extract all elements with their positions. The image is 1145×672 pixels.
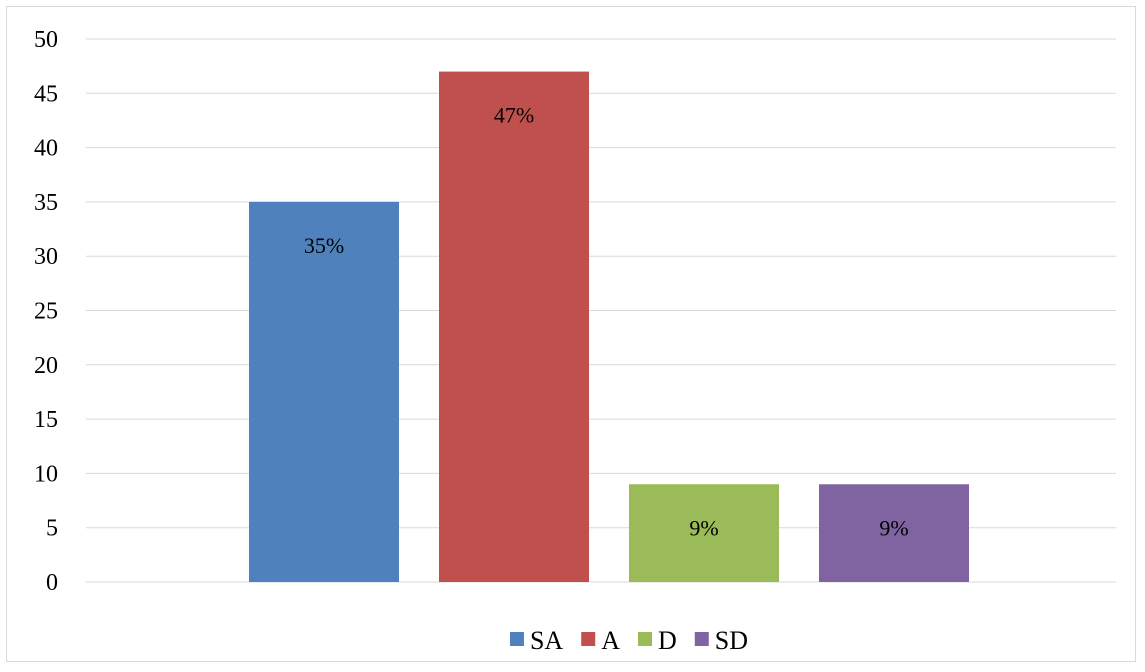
legend-label: A: [601, 626, 620, 655]
y-tick-label: 10: [34, 461, 58, 487]
data-labels: 35% 47% 9% 9%: [304, 103, 909, 541]
bar-sa: [249, 201, 399, 582]
legend-label: SA: [530, 626, 563, 655]
y-tick-label: 40: [34, 136, 58, 162]
y-tick-label: 5: [46, 516, 58, 542]
y-tick-label: 15: [34, 407, 58, 433]
y-tick-label: 35: [34, 190, 58, 216]
legend-label: D: [658, 626, 677, 655]
bars: [249, 71, 969, 582]
legend: SA A D SD: [509, 626, 748, 655]
legend-swatch-d: [638, 632, 652, 646]
data-label: 9%: [689, 515, 718, 540]
legend-swatch-a: [581, 632, 596, 646]
data-label: 35%: [304, 233, 344, 258]
y-tick-label: 45: [34, 81, 58, 107]
y-tick-label: 25: [34, 299, 58, 325]
y-tick-label: 0: [46, 570, 58, 596]
bar-sd: [819, 484, 969, 582]
legend-swatch-sa: [509, 632, 524, 646]
y-tick-label: 30: [34, 244, 58, 270]
bar-d: [629, 484, 779, 582]
legend-swatch-sd: [694, 632, 709, 646]
data-label: 9%: [879, 515, 908, 540]
y-axis-ticks: 0 5 10 15 20 25 30 35 40 45 50: [34, 27, 58, 596]
y-tick-label: 20: [34, 353, 58, 379]
bar-a: [439, 71, 589, 582]
legend-label: SD: [715, 626, 748, 655]
y-tick-label: 50: [34, 27, 58, 53]
data-label: 47%: [494, 103, 534, 128]
